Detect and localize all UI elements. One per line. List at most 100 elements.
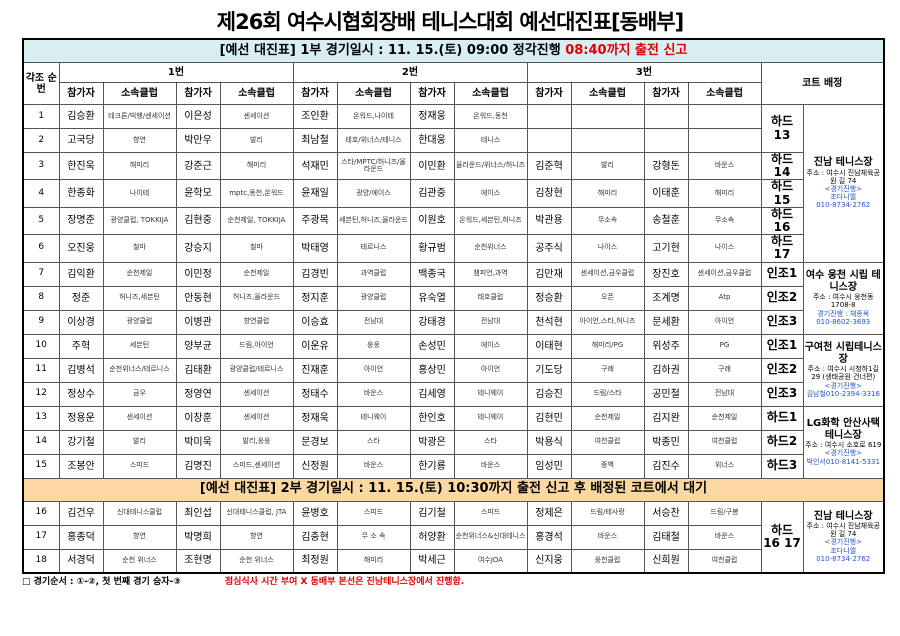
header-row: 참가자 소속클럽 참가자 소속클럽 참가자 소속클럽 참가자 소속클럽 참가자 소속클럽 참가자 소속…: [23, 82, 884, 105]
club: 광양클럽, TOKKIJA: [102, 206, 177, 236]
data-row: 13 정용운 센세이션 이창훈 센세이션 정재욱 테니웨이 한인호 테니웨이 김현민 순천제일 김지완…: [22, 405, 885, 479]
player: 이운유: [292, 333, 338, 359]
club: 발리: [219, 128, 294, 153]
session-header: [예선 대진표] 1부 경기일시 : 11. 15.(토) 09:00 정각진행…: [22, 38, 885, 63]
player: 장진호: [643, 261, 689, 287]
club: 나이스: [687, 234, 762, 263]
club: 철마: [219, 234, 294, 263]
player: 주혁: [58, 333, 104, 359]
club: 스타/MPTC/허니즈/올라운드: [336, 151, 411, 181]
club: 챔피언,과역: [453, 261, 528, 287]
session-text: [예선 대진표] 2부 경기일시 : 11. 15.(토) 10:30까지 출전…: [199, 481, 708, 497]
club: 향연: [102, 524, 177, 550]
player: 진재훈: [292, 357, 338, 383]
venue: 여수 웅천 시립 테니스장 주소 : 여수시 웅천동1708-8 경기진행 : 채종…: [802, 261, 885, 335]
player: 오진웅: [58, 234, 104, 263]
player: 김만재: [526, 261, 572, 287]
club: 순천제일: [219, 261, 294, 287]
venue-address: 주소 : 여수시 진남체육공원 길 74: [806, 522, 880, 539]
club: 바운스: [570, 524, 645, 550]
venue-address: 주소 : 여수시 소호로 619: [805, 441, 882, 450]
venue-address: 주소 : 여수시 진남체육공원 길 74: [806, 168, 880, 185]
club: 세븐틴,허니즈,올라운드: [336, 206, 411, 236]
player: 강승지: [175, 234, 221, 263]
club: 바운스: [453, 453, 528, 479]
player: 이민정: [175, 261, 221, 287]
player: 신희원: [643, 548, 689, 574]
bracket-table: [예선 대진표] 1부 경기일시 : 11. 15.(토) 09:00 정각진행…: [22, 38, 885, 574]
player: 한진욱: [58, 151, 104, 181]
club: 스타: [336, 429, 411, 455]
player: 송철훈: [643, 206, 689, 236]
title: 제26회 여수시협회장배 테니스대회 예선대진표[동배부]: [216, 10, 684, 34]
header-player: 참가자: [643, 82, 689, 105]
court: 하드 16: [760, 206, 804, 236]
player: 박관용: [526, 206, 572, 236]
club: 철마: [102, 234, 177, 263]
group-number: 11: [22, 357, 60, 383]
group-number: 13: [22, 405, 60, 431]
data-row: 7 김익환 순천제일 이민정 순천제일 김경빈 과역클럽 백종국 챔피언,과역 김만재 센세이션,금…: [22, 261, 885, 335]
header-group: 2번: [292, 62, 528, 83]
club: 테니웨이: [336, 405, 411, 431]
club: 테니스: [453, 128, 528, 153]
club: 웅웅: [336, 333, 411, 359]
club: 센세이션: [219, 405, 294, 431]
club: 스피드: [336, 500, 411, 526]
player: 김하권: [643, 357, 689, 383]
venue-contact: 조다니엘: [830, 193, 857, 202]
player: 김태환: [175, 357, 221, 383]
club: 전남대: [336, 309, 411, 335]
player: 김충현: [292, 524, 338, 550]
club: 스타: [453, 429, 528, 455]
player: 이창훈: [175, 405, 221, 431]
player: 정영연: [175, 381, 221, 407]
empty-cell: [526, 128, 572, 153]
header-club: 소속클럽: [336, 82, 411, 105]
venue-contact: 010-8602-3693: [816, 317, 871, 326]
order-note: □ 경기순서 : ①-②, 첫 번째 경기 승자-③: [22, 577, 181, 587]
club: 향연: [102, 128, 177, 153]
group-number: 12: [22, 381, 60, 407]
player: 이태현: [526, 333, 572, 359]
player: 홍상민: [409, 357, 455, 383]
club: 순천제일: [570, 405, 645, 431]
club: 테크론/빅뱅/센세이션: [102, 104, 177, 129]
club: 해미리: [336, 548, 411, 574]
club: 전남대: [687, 381, 762, 407]
header-player: 참가자: [526, 82, 572, 105]
player: 강태경: [409, 309, 455, 335]
court: 하드1: [760, 405, 804, 431]
header-row: 각조 순번 1번 2번 3번 코트 배정: [22, 62, 885, 105]
club: 여천클럽: [687, 429, 762, 455]
player: 윤학모: [175, 179, 221, 208]
player: 박세근: [409, 548, 455, 574]
player: 정제은: [526, 500, 572, 526]
club: 바운스: [687, 524, 762, 550]
club: 테니웨이: [453, 405, 528, 431]
club: 바운스: [336, 381, 411, 407]
group-number: 14: [22, 429, 60, 455]
player: 정상수: [58, 381, 104, 407]
player: 강형돈: [643, 151, 689, 181]
club: 센세이션: [219, 104, 294, 129]
data-row: 15 조봉안 스피드 김명진 스피드,센세이션 신정원 바운스 한기룡 바운스 임성민 중백 김진수 위…: [22, 453, 884, 479]
player: 위성주: [643, 333, 689, 359]
player: 김승진: [526, 381, 572, 407]
group-number: 3: [22, 151, 60, 181]
club: 올라운드/위너스/허니즈: [453, 151, 528, 181]
player: 김현민: [526, 405, 572, 431]
session-title: [예선 대진표] 2부 경기일시 : 11. 15.(토) 10:30까지 출전…: [22, 477, 885, 502]
player: 최정원: [292, 548, 338, 574]
club: 드림/스타: [570, 381, 645, 407]
club: 광양/에이스: [336, 179, 411, 208]
club: 구례: [570, 357, 645, 383]
player: 정지훈: [292, 285, 338, 311]
player: 정재웅: [409, 104, 455, 129]
club: 드림/테사랑: [570, 500, 645, 526]
club: 순천 위너스: [102, 548, 177, 574]
player: 조현명: [175, 548, 221, 574]
header-court: 코트 배정: [760, 62, 885, 105]
venue-address: 주소 : 여수시 웅천동1708-8: [812, 293, 874, 310]
player: 문세환: [643, 309, 689, 335]
